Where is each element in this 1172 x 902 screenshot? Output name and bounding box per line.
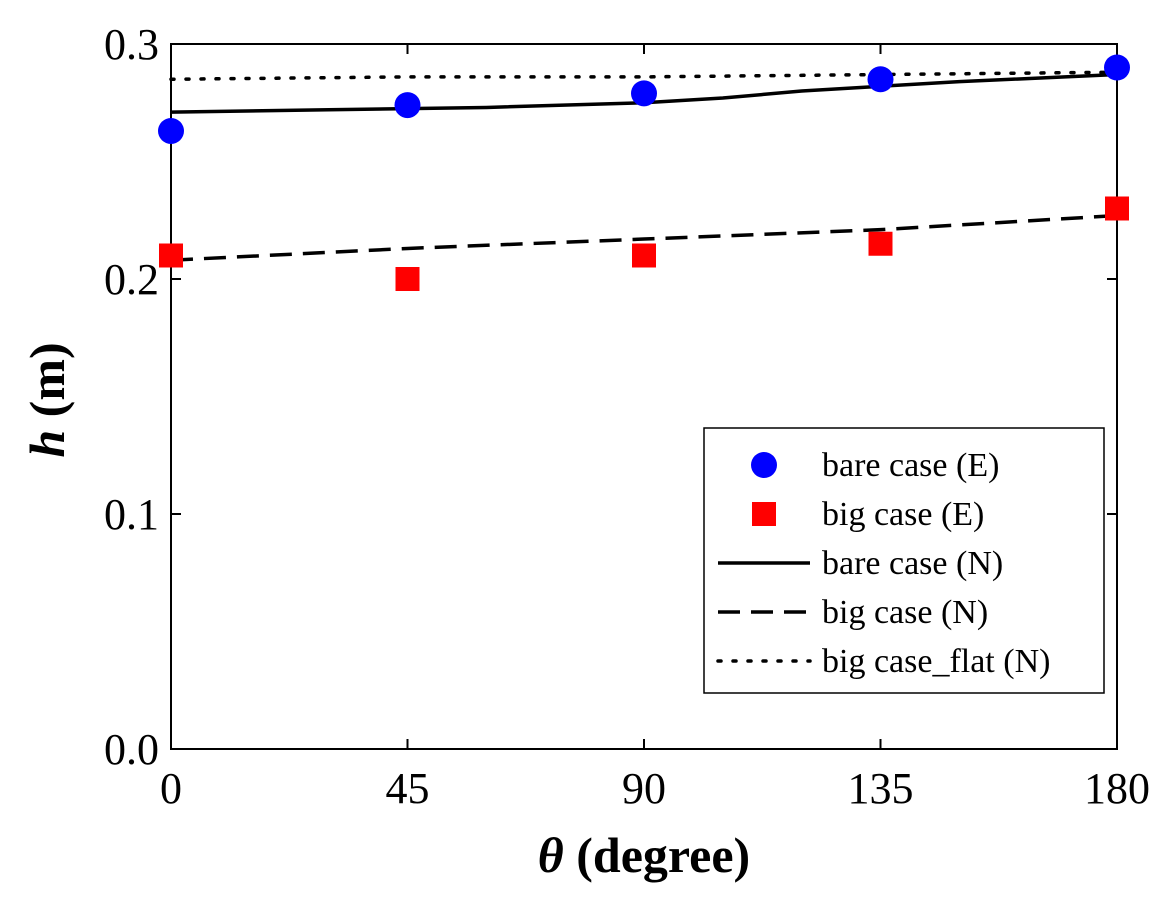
markers-layer — [158, 54, 1130, 291]
legend-label-big-case-n: big case (N) — [822, 594, 988, 631]
x-tick-label: 90 — [622, 764, 666, 813]
point-bare-case-e — [1104, 54, 1130, 81]
point-bare-case-e — [158, 117, 184, 144]
y-axis-label: h (m) — [19, 342, 75, 457]
point-bare-case-e — [867, 66, 894, 93]
series-bare-case-n — [170, 72, 1118, 114]
y-tick-label: 0.3 — [104, 20, 159, 69]
legend-swatch-big-case-e — [752, 502, 776, 526]
series-layer — [169, 70, 1119, 262]
x-axis-symbol: θ — [538, 827, 564, 883]
legend-label-bare-case-e: bare case (E) — [822, 447, 999, 484]
x-tick-label: 45 — [386, 764, 430, 813]
legend-label-big-case-flat-n: big case_flat (N) — [822, 643, 1050, 680]
x-tick-label: 135 — [848, 764, 914, 813]
y-tick-label: 0.0 — [104, 725, 159, 774]
point-bare-case-e — [631, 80, 657, 107]
legend-label-big-case-e: big case (E) — [822, 496, 984, 533]
x-tick-label: 0 — [160, 764, 182, 813]
y-axis-unit: (m) — [19, 342, 75, 417]
y-tick-label: 0.2 — [104, 255, 159, 304]
point-big-case-e — [159, 243, 183, 268]
legend: bare case (E) big case (E) bare case (N) bi… — [703, 427, 1105, 694]
x-axis-unit: (degree) — [576, 827, 750, 883]
y-axis-symbol: h — [19, 430, 75, 458]
point-big-case-e — [632, 243, 656, 268]
ticks-layer: 0 45 90 135 180 0.0 0.1 0.2 0.3 — [104, 20, 1150, 813]
series-big-case-flat-n — [169, 70, 1119, 81]
point-bare-case-e — [394, 92, 421, 119]
y-tick-label: 0.1 — [104, 490, 159, 539]
legend-items: bare case (E) big case (E) bare case (N) bi… — [716, 447, 1050, 680]
legend-label-bare-case-n: bare case (N) — [822, 545, 1003, 582]
point-big-case-e — [868, 231, 893, 256]
point-big-case-e — [395, 267, 420, 291]
x-axis-label: θ (degree) — [538, 827, 750, 883]
series-big-case-n — [170, 213, 1118, 262]
legend-swatch-bare-case-e — [751, 452, 777, 478]
x-tick-label: 180 — [1084, 764, 1150, 813]
point-big-case-e — [1105, 196, 1129, 221]
